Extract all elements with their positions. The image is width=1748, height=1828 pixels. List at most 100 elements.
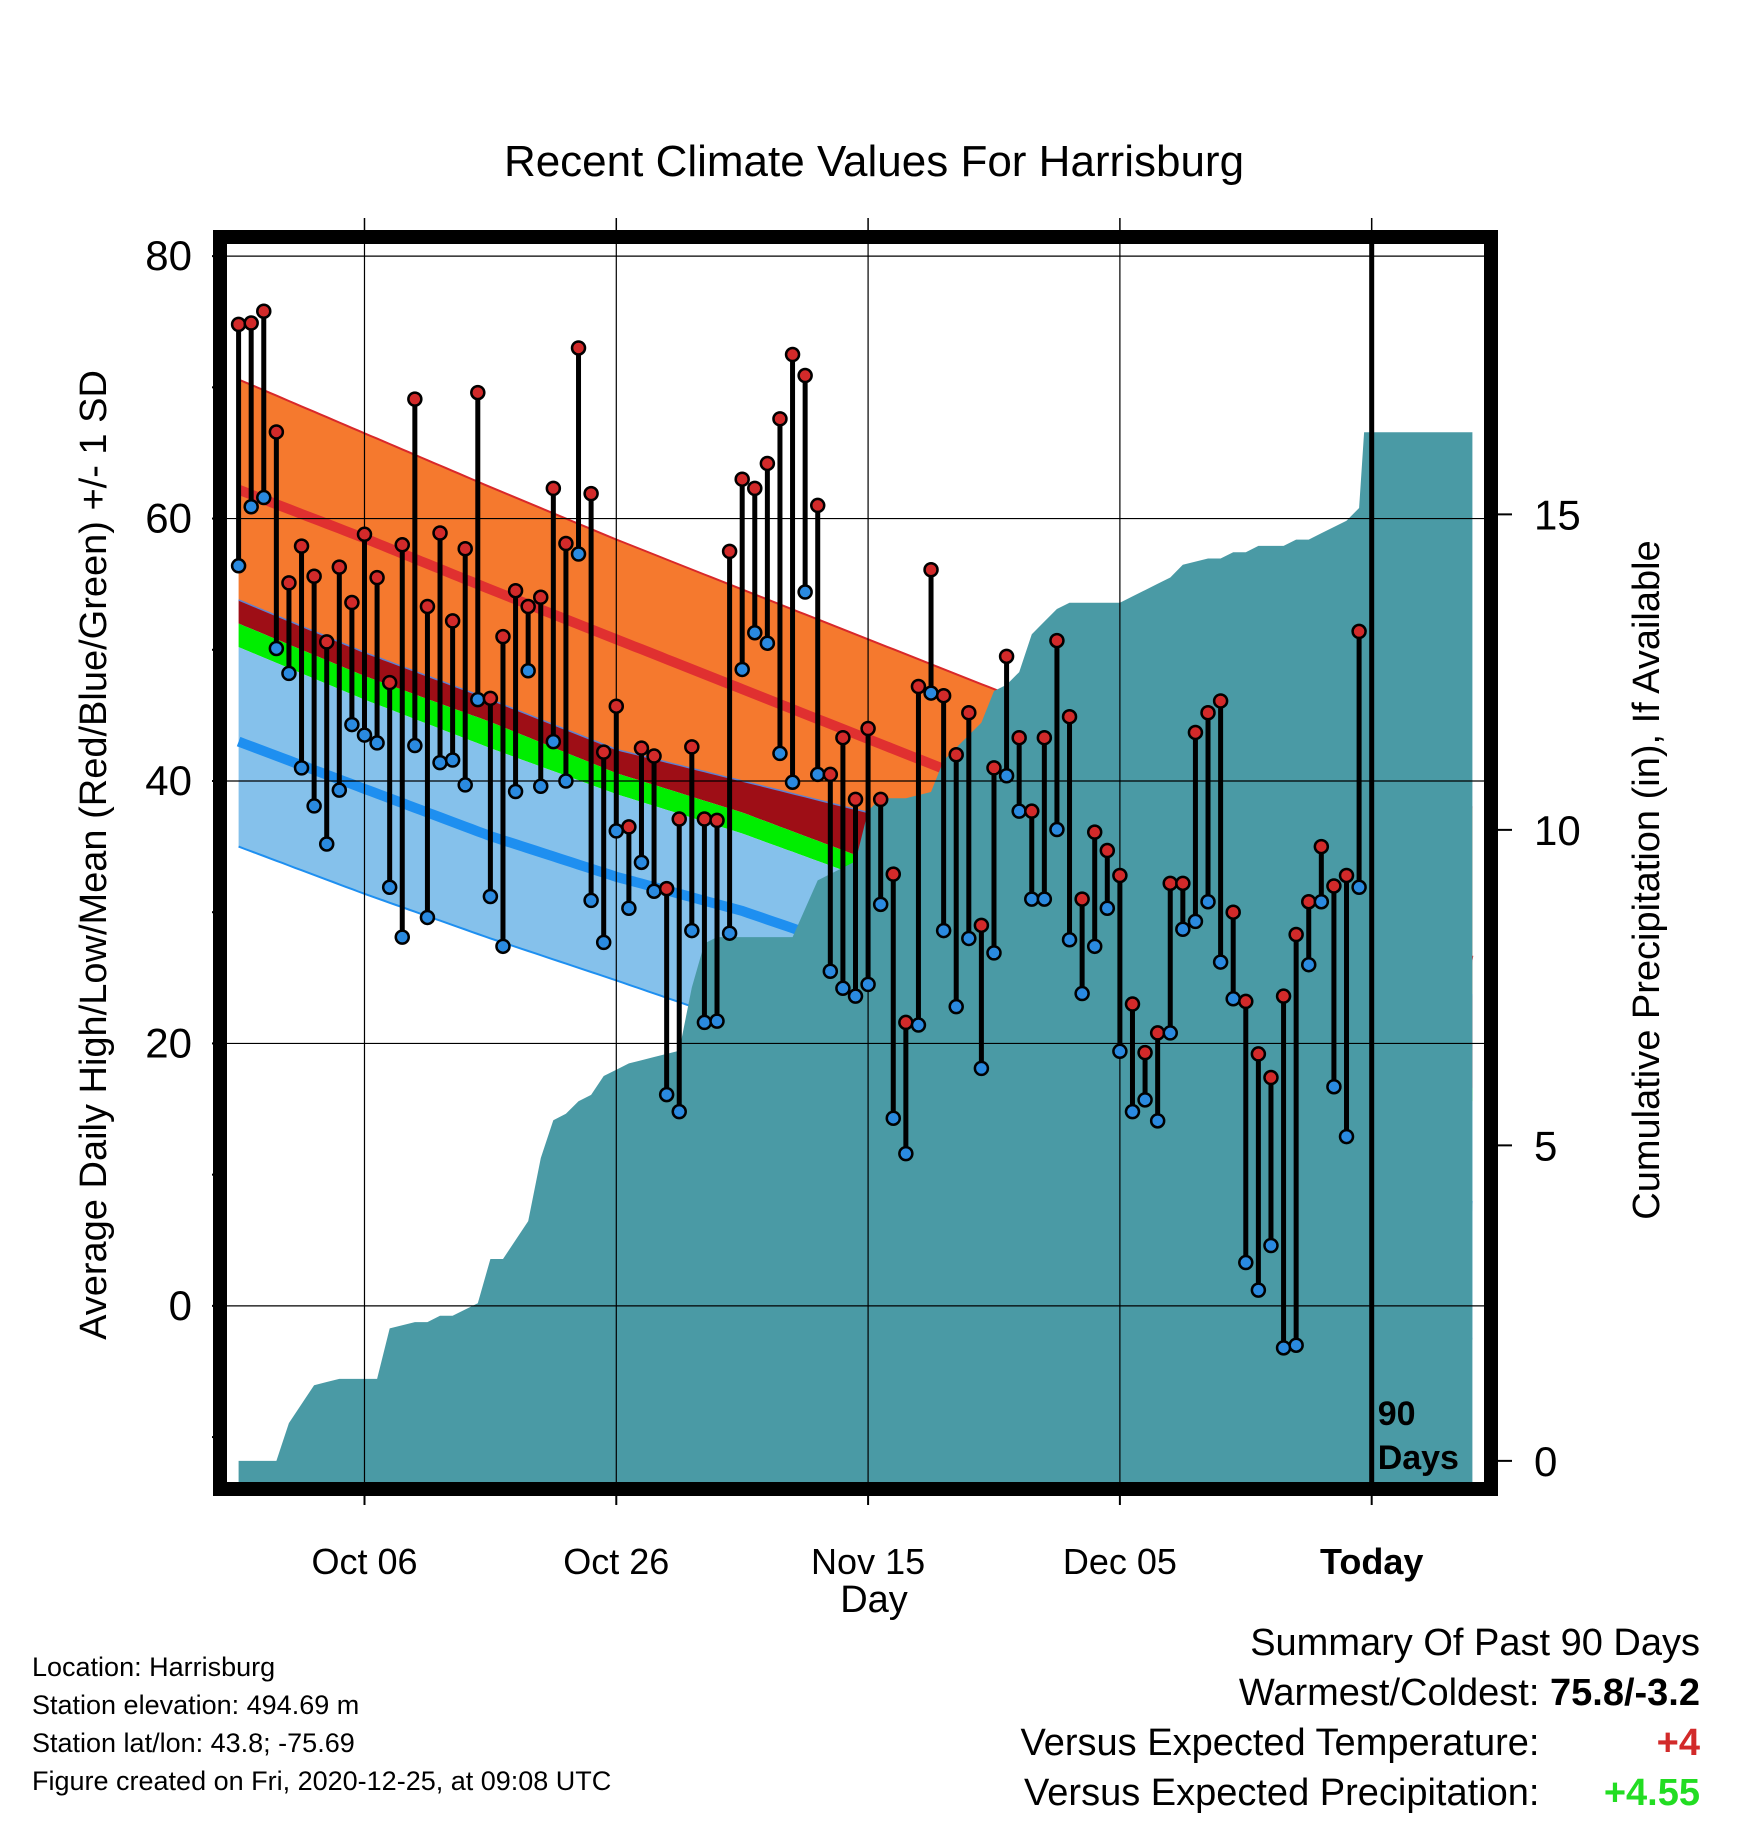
plot-frame xyxy=(213,230,1498,1496)
daily-low-point xyxy=(230,558,247,574)
daily-low-point xyxy=(1036,891,1053,907)
today-label-number: 90 xyxy=(1378,1395,1416,1433)
precip-row: Versus Expected Precipitation: +4.55 xyxy=(1021,1768,1700,1818)
daily-high-point xyxy=(1061,708,1078,725)
daily-low-point xyxy=(822,963,839,980)
daily-low-point xyxy=(344,716,360,733)
daily-high-point xyxy=(860,720,876,737)
daily-low-point xyxy=(318,836,335,852)
x-tick-label: Oct 26 xyxy=(563,1541,669,1582)
daily-high-point xyxy=(1338,867,1355,884)
y-tick-label: 60 xyxy=(145,495,192,542)
daily-high-point xyxy=(268,424,285,440)
daily-high-point xyxy=(1200,705,1216,721)
daily-low-point xyxy=(910,1017,927,1033)
x-tick-label: Nov 15 xyxy=(811,1541,925,1582)
chart-title: Recent Climate Values For Harrisburg xyxy=(504,137,1244,186)
daily-low-point xyxy=(608,823,625,839)
daily-low-point xyxy=(1351,879,1367,896)
daily-high-point xyxy=(1238,993,1254,1010)
daily-high-point xyxy=(293,538,310,554)
daily-low-point xyxy=(961,930,977,947)
axes: 0 20 40 60 80 0 5 10 15 Oct 06 Oct 26 Nov 15 Dec 05 T… xyxy=(145,218,1581,1582)
daily-high-point xyxy=(369,569,385,586)
daily-high-point xyxy=(595,744,612,760)
daily-low-point xyxy=(1313,893,1330,910)
daily-high-point xyxy=(822,766,839,783)
daily-high-point xyxy=(1112,867,1128,884)
daily-low-point xyxy=(734,661,750,678)
daily-low-point xyxy=(583,892,599,909)
daily-high-point xyxy=(923,561,939,578)
daily-high-point xyxy=(696,811,713,827)
daily-low-point xyxy=(772,745,788,762)
daily-high-point xyxy=(1326,878,1342,894)
daily-low-point xyxy=(923,685,939,701)
daily-low-point xyxy=(470,691,486,708)
daily-low-point xyxy=(1300,956,1317,973)
daily-high-point xyxy=(495,628,511,645)
daily-low-point xyxy=(356,727,373,743)
daily-high-point xyxy=(1288,926,1304,943)
daily-low-point xyxy=(520,663,536,679)
daily-low-point xyxy=(457,777,473,793)
y2-tick-label: 5 xyxy=(1534,1122,1557,1169)
daily-low-point xyxy=(1137,1092,1153,1108)
daily-high-point xyxy=(658,880,675,897)
summary-panel: Summary Of Past 90 Days Warmest/Coldest:… xyxy=(1021,1618,1700,1818)
precip-value: +4.55 xyxy=(1603,1772,1700,1814)
daily-low-point xyxy=(684,922,700,939)
daily-low-point xyxy=(1162,1025,1178,1041)
daily-high-point xyxy=(243,315,259,331)
daily-high-point xyxy=(306,568,322,585)
daily-low-point xyxy=(1061,932,1078,948)
daily-high-point xyxy=(318,634,335,650)
daily-high-point xyxy=(1225,904,1241,920)
temp-label: Versus Expected Temperature: xyxy=(1020,1722,1540,1764)
daily-low-point xyxy=(948,998,964,1015)
daily-high-point xyxy=(1011,729,1027,746)
daily-low-point xyxy=(658,1086,675,1103)
y-tick-label: 40 xyxy=(145,757,192,804)
daily-low-point xyxy=(898,1145,914,1162)
daily-low-point xyxy=(281,665,297,682)
daily-low-point xyxy=(1200,893,1216,910)
daily-low-point xyxy=(784,774,801,791)
daily-high-point xyxy=(230,316,247,333)
daily-low-point xyxy=(369,735,385,751)
y2-tick-label: 15 xyxy=(1534,491,1581,538)
daily-high-point xyxy=(482,690,499,707)
daily-high-point xyxy=(1137,1044,1153,1061)
daily-high-point xyxy=(583,485,599,502)
warm-cold-label: Warmest/Coldest: xyxy=(1238,1672,1540,1714)
latlon-text: Station lat/lon: 43.8; -75.69 xyxy=(32,1728,355,1758)
daily-high-point xyxy=(1351,623,1367,640)
daily-low-point xyxy=(570,546,587,562)
daily-high-point xyxy=(809,497,826,514)
daily-low-point xyxy=(1326,1078,1342,1095)
daily-high-point xyxy=(898,1014,914,1031)
daily-high-point xyxy=(533,589,549,606)
daily-low-point xyxy=(1212,954,1229,970)
daily-low-point xyxy=(1074,985,1090,1002)
daily-low-point xyxy=(243,498,259,515)
y-tick-label: 0 xyxy=(169,1282,192,1329)
daily-low-point xyxy=(935,922,952,939)
daily-low-point xyxy=(507,783,524,800)
daily-high-point xyxy=(256,303,272,319)
daily-low-point xyxy=(1086,938,1103,955)
x-tick-label: Oct 06 xyxy=(311,1541,417,1582)
daily-high-point xyxy=(1313,838,1330,855)
daily-high-point xyxy=(608,698,625,714)
daily-low-point xyxy=(331,782,348,798)
daily-low-point xyxy=(595,934,612,951)
daily-low-point xyxy=(998,767,1015,784)
station-info: Location: Harrisburg Station elevation: … xyxy=(32,1648,611,1800)
y2-tick-label: 0 xyxy=(1534,1438,1557,1485)
daily-high-point xyxy=(1175,875,1191,892)
daily-high-point xyxy=(1250,1046,1267,1062)
y2-tick-label: 10 xyxy=(1534,807,1581,854)
daily-low-point xyxy=(1288,1337,1304,1353)
daily-high-point xyxy=(1049,632,1065,649)
daily-high-point xyxy=(910,678,927,695)
